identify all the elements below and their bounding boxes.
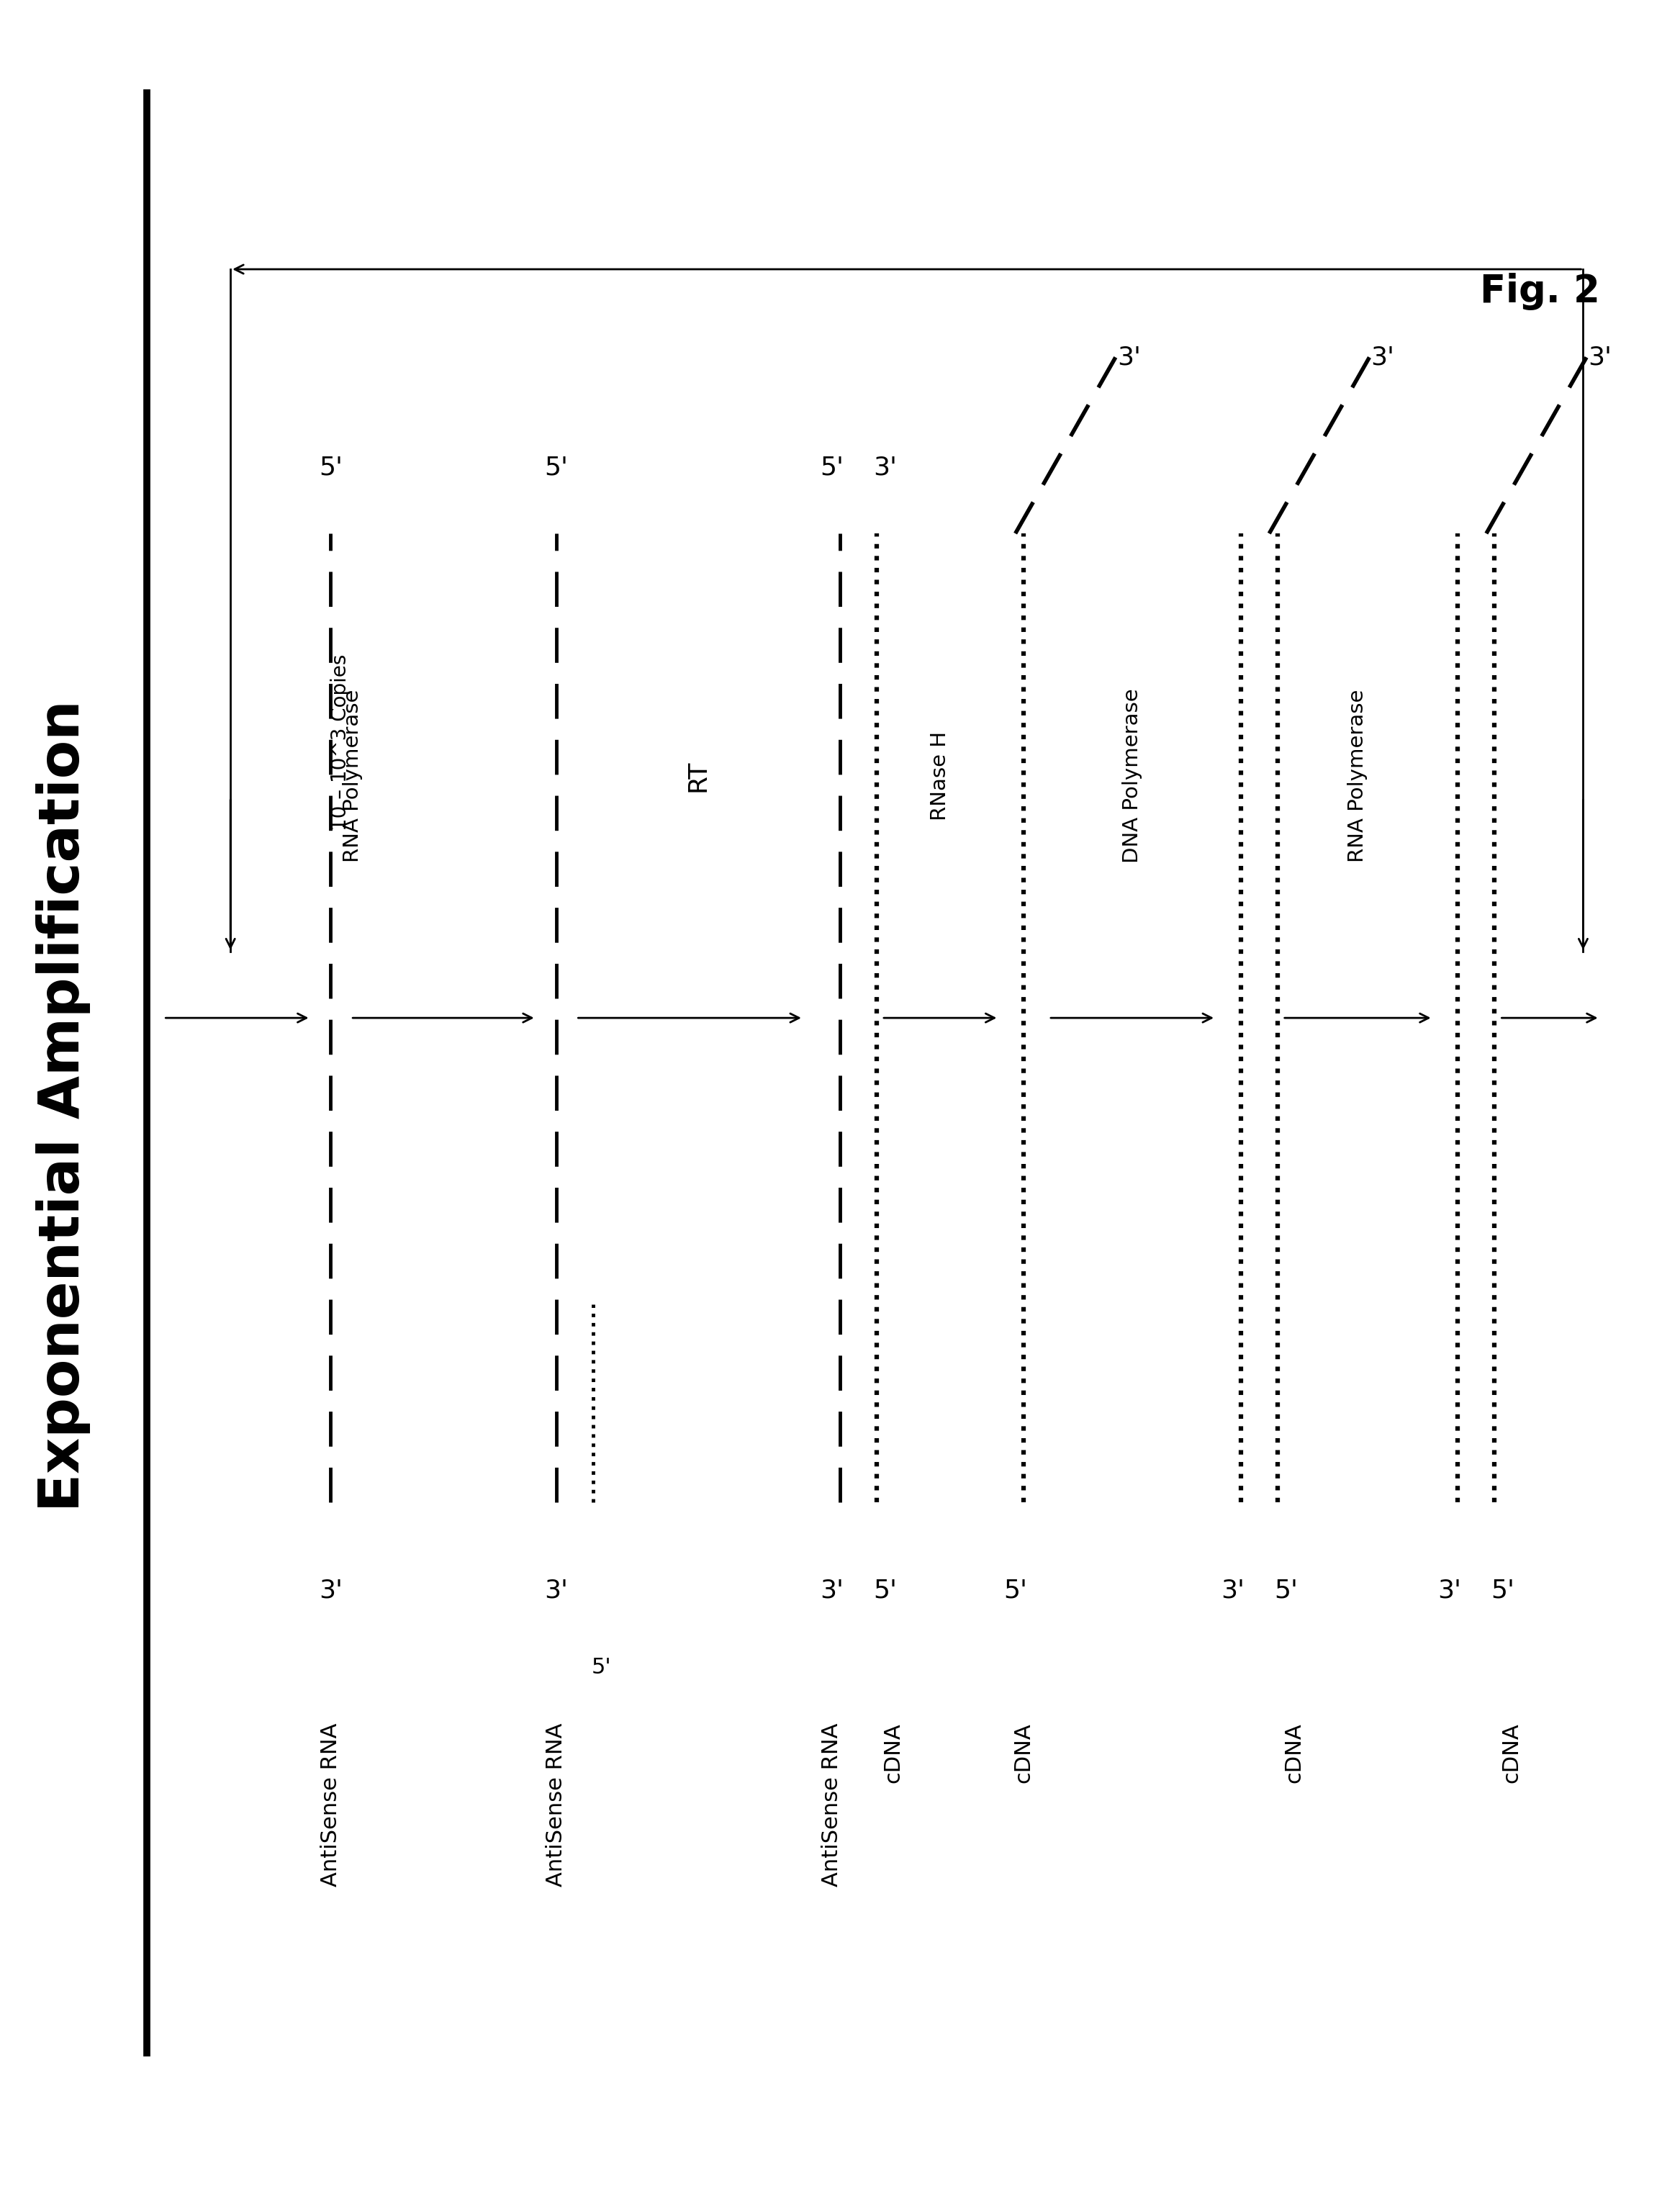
Text: 3': 3' bbox=[1371, 345, 1394, 369]
Text: AntiSense RNA: AntiSense RNA bbox=[822, 1723, 842, 1887]
Text: AntiSense RNA: AntiSense RNA bbox=[546, 1723, 566, 1887]
Text: cDNA: cDNA bbox=[884, 1723, 904, 1783]
Text: cDNA: cDNA bbox=[1500, 1723, 1522, 1783]
Text: cDNA: cDNA bbox=[1284, 1723, 1305, 1783]
Text: 3': 3' bbox=[1117, 345, 1141, 369]
Text: 5': 5' bbox=[544, 456, 568, 480]
Text: 3': 3' bbox=[874, 456, 897, 480]
Text: 5': 5' bbox=[1003, 1577, 1026, 1604]
Text: 5': 5' bbox=[591, 1657, 612, 1679]
Text: DNA Polymerase: DNA Polymerase bbox=[1122, 688, 1142, 863]
Text: 5': 5' bbox=[1492, 1577, 1515, 1604]
Text: 5': 5' bbox=[874, 1577, 897, 1604]
Text: RNase H: RNase H bbox=[931, 730, 951, 821]
Text: 3': 3' bbox=[544, 1577, 568, 1604]
Text: AntiSense RNA: AntiSense RNA bbox=[321, 1723, 341, 1887]
Text: 3': 3' bbox=[820, 1577, 843, 1604]
Text: RNA Polymerase: RNA Polymerase bbox=[343, 690, 363, 863]
Text: 3': 3' bbox=[319, 1577, 343, 1604]
Text: 10 – 10^3 Copies: 10 – 10^3 Copies bbox=[331, 655, 351, 832]
Text: 5': 5' bbox=[319, 456, 343, 480]
Text: 5': 5' bbox=[820, 456, 843, 480]
Text: RNA Polymerase: RNA Polymerase bbox=[1347, 690, 1368, 863]
Text: 3': 3' bbox=[1588, 345, 1611, 369]
Text: Fig. 2: Fig. 2 bbox=[1480, 272, 1599, 310]
Text: 3': 3' bbox=[1221, 1577, 1245, 1604]
Text: 3': 3' bbox=[1438, 1577, 1462, 1604]
Text: Exponential Amplification: Exponential Amplification bbox=[35, 701, 91, 1511]
Text: RT: RT bbox=[685, 759, 711, 792]
Text: cDNA: cDNA bbox=[1013, 1723, 1035, 1783]
Text: 5': 5' bbox=[1273, 1577, 1297, 1604]
